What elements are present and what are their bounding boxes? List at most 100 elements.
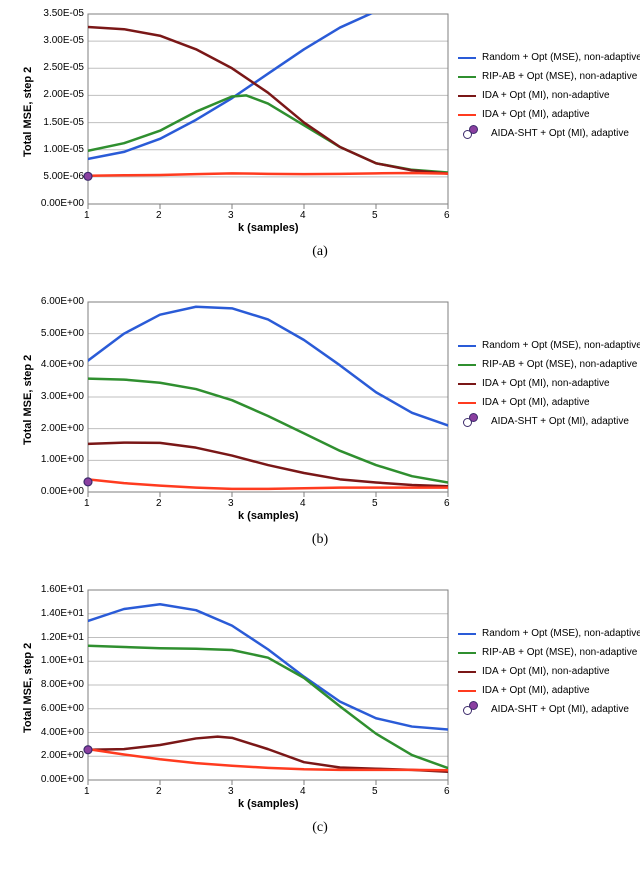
- x-tick-label: 2: [156, 210, 162, 221]
- chart-panel-a: 0.00E+005.00E-061.00E-051.50E-052.00E-05…: [8, 8, 632, 260]
- legend-item: IDA + Opt (MI), non-adaptive: [458, 86, 640, 105]
- y-tick-label: 1.00E+01: [41, 655, 84, 666]
- x-tick-label: 4: [300, 498, 306, 509]
- y-tick-label: 3.50E-05: [43, 8, 84, 19]
- x-axis-label: k (samples): [238, 798, 299, 810]
- legend-label: IDA + Opt (MI), adaptive: [482, 105, 590, 124]
- legend-item: IDA + Opt (MI), non-adaptive: [458, 662, 640, 681]
- legend-label: IDA + Opt (MI), non-adaptive: [482, 86, 610, 105]
- chart-panel-c: 0.00E+002.00E+004.00E+006.00E+008.00E+00…: [8, 584, 632, 836]
- x-tick-label: 6: [444, 210, 450, 221]
- x-tick-label: 1: [84, 498, 90, 509]
- marker-aida: [84, 746, 92, 754]
- marker-aida: [84, 172, 92, 180]
- marker-aida: [84, 478, 92, 486]
- x-axis-label: k (samples): [238, 510, 299, 522]
- panel-caption: (a): [8, 244, 632, 260]
- legend-swatch-icon: [458, 364, 476, 366]
- legend-item: RIP-AB + Opt (MSE), non-adaptive: [458, 67, 640, 86]
- legend: Random + Opt (MSE), non-adaptiveRIP-AB +…: [458, 624, 640, 719]
- y-tick-label: 0.00E+00: [41, 774, 84, 785]
- legend-swatch-icon: [458, 95, 476, 97]
- y-tick-label: 1.40E+01: [41, 608, 84, 619]
- chart-panel-b: 0.00E+00 1.00E+00 2.00E+00 3.00E+00 4.00E+00…: [8, 296, 632, 548]
- legend-label: IDA + Opt (MI), adaptive: [482, 681, 590, 700]
- legend-swatch-icon: [458, 57, 476, 59]
- x-tick-label: 5: [372, 786, 378, 797]
- x-tick-label: 1: [84, 210, 90, 221]
- legend-label: RIP-AB + Opt (MSE), non-adaptive: [482, 643, 637, 662]
- legend-label: RIP-AB + Opt (MSE), non-adaptive: [482, 355, 637, 374]
- legend-swatch-icon: [458, 114, 476, 116]
- y-tick-label: 6.00E+00: [41, 703, 84, 714]
- y-tick-label: 1.20E+01: [41, 632, 84, 643]
- y-axis-label: Total MSE, step 2: [22, 67, 34, 157]
- legend-item: AIDA-SHT + Opt (MI), adaptive: [458, 124, 640, 143]
- y-tick-label: 2.00E+00: [41, 423, 84, 434]
- x-tick-label: 6: [444, 786, 450, 797]
- y-tick-label: 1.00E-05: [43, 144, 84, 155]
- y-tick-label: 1.00E+00: [41, 454, 84, 465]
- legend-item: AIDA-SHT + Opt (MI), adaptive: [458, 700, 640, 719]
- legend-label: Random + Opt (MSE), non-adaptive: [482, 336, 640, 355]
- legend-label: IDA + Opt (MI), adaptive: [482, 393, 590, 412]
- legend-marker-dot: [469, 701, 478, 710]
- y-axis-label: Total MSE, step 2: [22, 355, 34, 445]
- x-tick-label: 4: [300, 786, 306, 797]
- legend-marker-dot: [469, 125, 478, 134]
- y-tick-label: 2.50E-05: [43, 62, 84, 73]
- y-tick-label: 4.00E+00: [41, 727, 84, 738]
- y-tick-label: 0.00E+00: [41, 486, 84, 497]
- legend-item: Random + Opt (MSE), non-adaptive: [458, 48, 640, 67]
- x-tick-label: 5: [372, 210, 378, 221]
- legend-swatch-icon: [458, 633, 476, 635]
- legend-swatch-icon: [458, 671, 476, 673]
- legend: Random + Opt (MSE), non-adaptiveRIP-AB +…: [458, 336, 640, 431]
- legend-label: IDA + Opt (MI), non-adaptive: [482, 374, 610, 393]
- x-tick-label: 4: [300, 210, 306, 221]
- plot-frame-a: 0.00E+005.00E-061.00E-051.50E-052.00E-05…: [8, 8, 632, 238]
- legend-swatch-icon: [458, 76, 476, 78]
- plot-frame-b: 0.00E+00 1.00E+00 2.00E+00 3.00E+00 4.00E+00…: [8, 296, 632, 526]
- legend-item: IDA + Opt (MI), adaptive: [458, 105, 640, 124]
- legend-label: AIDA-SHT + Opt (MI), adaptive: [491, 124, 629, 143]
- y-tick-label: 1.60E+01: [41, 584, 84, 595]
- x-tick-label: 3: [228, 498, 234, 509]
- legend-swatch-icon: [458, 652, 476, 654]
- x-tick-label: 2: [156, 786, 162, 797]
- y-tick-label: 2.00E-05: [43, 89, 84, 100]
- y-tick-label: 5.00E+00: [41, 328, 84, 339]
- legend-label: Random + Opt (MSE), non-adaptive: [482, 624, 640, 643]
- legend-swatch-icon: [458, 402, 476, 404]
- legend-label: AIDA-SHT + Opt (MI), adaptive: [491, 700, 629, 719]
- panel-caption: (b): [8, 532, 632, 548]
- y-tick-label: 1.50E-05: [43, 117, 84, 128]
- y-tick-label: 3.00E-05: [43, 35, 84, 46]
- y-tick-label: 3.00E+00: [41, 391, 84, 402]
- legend-item: IDA + Opt (MI), adaptive: [458, 681, 640, 700]
- x-axis-label: k (samples): [238, 222, 299, 234]
- legend-swatch-icon: [458, 383, 476, 385]
- x-tick-label: 5: [372, 498, 378, 509]
- legend-item: IDA + Opt (MI), adaptive: [458, 393, 640, 412]
- y-tick-label: 6.00E+00: [41, 296, 84, 307]
- legend-item: AIDA-SHT + Opt (MI), adaptive: [458, 412, 640, 431]
- y-tick-label: 0.00E+00: [41, 198, 84, 209]
- y-tick-label: 4.00E+00: [41, 359, 84, 370]
- y-axis-label: Total MSE, step 2: [22, 643, 34, 733]
- legend-item: IDA + Opt (MI), non-adaptive: [458, 374, 640, 393]
- legend-swatch-icon: [458, 345, 476, 347]
- legend-label: AIDA-SHT + Opt (MI), adaptive: [491, 412, 629, 431]
- x-tick-label: 3: [228, 210, 234, 221]
- y-tick-label: 2.00E+00: [41, 750, 84, 761]
- legend-label: IDA + Opt (MI), non-adaptive: [482, 662, 610, 681]
- x-tick-label: 2: [156, 498, 162, 509]
- x-tick-label: 6: [444, 498, 450, 509]
- legend-label: RIP-AB + Opt (MSE), non-adaptive: [482, 67, 637, 86]
- legend-marker-dot: [469, 413, 478, 422]
- legend-item: Random + Opt (MSE), non-adaptive: [458, 336, 640, 355]
- plot-frame-c: 0.00E+002.00E+004.00E+006.00E+008.00E+00…: [8, 584, 632, 814]
- panel-caption: (c): [8, 820, 632, 836]
- legend-item: RIP-AB + Opt (MSE), non-adaptive: [458, 355, 640, 374]
- legend-label: Random + Opt (MSE), non-adaptive: [482, 48, 640, 67]
